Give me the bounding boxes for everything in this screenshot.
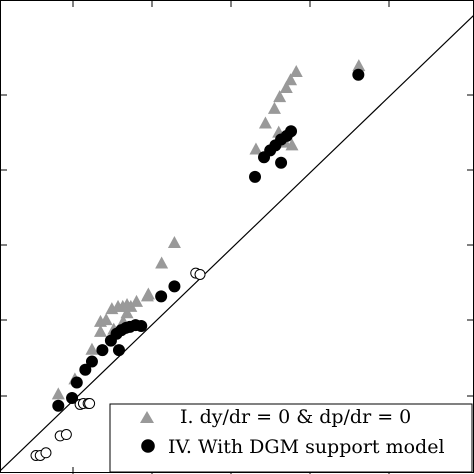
triangle-point [267, 101, 281, 114]
triangle-point [258, 116, 272, 129]
circle-point [135, 319, 148, 332]
triangle-point [141, 287, 155, 300]
circle-point [352, 68, 365, 81]
triangle-point [284, 73, 298, 86]
circle-point [52, 399, 65, 412]
circle-point [70, 376, 83, 389]
open-circle-point [40, 447, 52, 459]
triangle-point [279, 80, 293, 93]
legend-triangle-marker [140, 411, 154, 423]
circle-point [155, 290, 168, 303]
identity-line [0, 14, 474, 472]
open-circle-point [60, 429, 72, 441]
triangle-point [99, 313, 113, 326]
circle-point [249, 170, 262, 183]
circle-point [85, 355, 98, 368]
triangle-point [120, 306, 134, 319]
open-circle-point [194, 268, 206, 280]
triangle-point [130, 294, 144, 307]
legend: I. dy/dr = 0 & dp/dr = 0 IV. With DGM su… [109, 403, 473, 473]
triangle-point [273, 90, 287, 103]
legend-circle-marker [141, 439, 155, 453]
triangle-point [352, 59, 366, 72]
circle-point [96, 344, 109, 357]
triangle-point [249, 142, 263, 155]
legend-box [109, 403, 473, 473]
legend-label-series-1: I. dy/dr = 0 & dp/dr = 0 [180, 406, 411, 428]
circle-point [79, 363, 92, 376]
circle-point [275, 156, 288, 169]
legend-label-series-2: IV. With DGM support model [168, 436, 445, 458]
circle-point [285, 125, 298, 138]
circle-point [112, 344, 125, 357]
open-circle-point [84, 398, 96, 410]
circle-point [66, 392, 79, 405]
circle-point [168, 280, 181, 293]
triangle-point [93, 324, 107, 337]
triangle-point [155, 256, 169, 269]
data-points [30, 59, 366, 461]
triangle-point [85, 342, 99, 355]
triangle-point [285, 138, 299, 151]
triangle-point [167, 236, 181, 248]
triangle-point [51, 387, 65, 400]
triangle-point [289, 65, 303, 77]
